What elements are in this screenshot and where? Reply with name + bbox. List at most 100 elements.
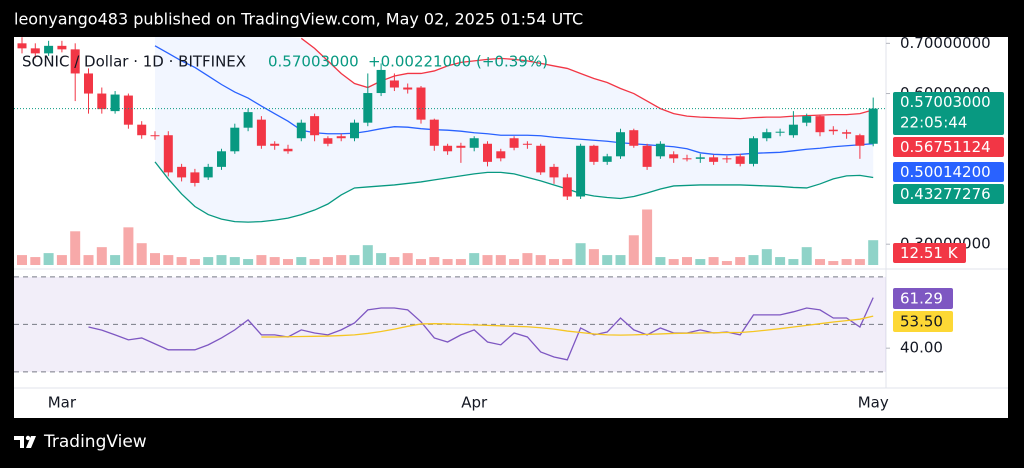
candle-body — [562, 177, 572, 197]
candle-body — [363, 93, 373, 123]
volume-bar — [136, 243, 147, 265]
candle-body — [868, 108, 878, 144]
rsi-tick-label: 40.00 — [900, 339, 943, 357]
volume-bar — [535, 255, 546, 265]
volume-bar — [229, 257, 240, 265]
volume-bar — [389, 257, 400, 265]
candle-body — [749, 138, 758, 164]
volume-bar — [30, 257, 41, 265]
overlay: 0.700000000.600000000.300000000.57003000… — [48, 34, 1004, 412]
candle-body — [802, 116, 812, 123]
volume-bar — [216, 255, 227, 265]
candle-body — [549, 166, 559, 178]
price-badge-label: 0.57003000 — [900, 93, 991, 111]
volume-bar — [203, 257, 214, 265]
chart-panel — [14, 37, 1008, 418]
rsi-ma-line — [261, 315, 874, 338]
band-line — [154, 161, 874, 223]
volume-bar — [708, 257, 719, 265]
y-tick-label: 0.70000000 — [900, 34, 991, 52]
candle-body — [496, 151, 506, 159]
candle-body — [190, 172, 200, 183]
volume-bar — [628, 235, 639, 265]
candle-body — [97, 93, 107, 110]
candle-body — [788, 124, 798, 136]
rsi-badge-label: 53.50 — [900, 313, 943, 331]
volume-bar — [841, 259, 852, 265]
volume-bar — [721, 261, 732, 265]
candle-body — [522, 143, 532, 145]
x-tick-label: Apr — [461, 394, 488, 412]
price-badge — [893, 162, 1004, 182]
volume-bar — [562, 259, 573, 265]
volume-bar — [868, 240, 879, 265]
candle-body — [57, 45, 67, 50]
volume-bar — [854, 259, 865, 265]
candle-body — [137, 124, 147, 136]
price-badge — [893, 184, 1004, 204]
volume-bar — [828, 261, 839, 265]
candle-body — [296, 122, 306, 139]
brand: TradingView — [43, 432, 147, 452]
candle-body — [110, 94, 120, 112]
candle-body — [163, 135, 173, 173]
candle-body — [695, 157, 705, 159]
candle-body — [682, 158, 692, 160]
candle-body — [230, 127, 240, 152]
volume-bar — [801, 247, 812, 265]
candle-body — [310, 116, 320, 136]
candle-body — [429, 119, 439, 146]
volume-bar — [575, 243, 586, 265]
volume-bar — [283, 259, 293, 265]
volume-bar — [761, 249, 772, 265]
candle-body — [123, 95, 133, 125]
volume-bar — [376, 253, 387, 265]
volume-bar — [83, 255, 94, 265]
volume-bar — [775, 257, 786, 265]
candle-body — [735, 156, 745, 164]
candle-body — [336, 136, 346, 139]
candle-body — [469, 138, 479, 148]
volume-bar — [509, 259, 520, 265]
candle-body — [815, 116, 825, 133]
volume-bar — [110, 255, 121, 265]
volume-bar — [349, 255, 360, 265]
x-tick-label: May — [858, 394, 889, 412]
price-badge-label: 0.50014200 — [900, 163, 991, 181]
candle-body — [762, 132, 772, 139]
volume-bar — [362, 245, 373, 265]
candle-body — [589, 145, 599, 162]
candle-body — [283, 148, 293, 152]
volume-bar — [336, 255, 347, 265]
volume-bar — [549, 259, 559, 265]
candle-body — [576, 145, 586, 197]
candle-body — [217, 151, 226, 167]
volume-bar — [735, 257, 746, 265]
volume-bar — [243, 259, 254, 265]
volume-badge-label: 12.51 K — [900, 244, 959, 262]
candle-body — [456, 145, 466, 148]
volume-bar — [522, 253, 533, 265]
candle-body — [17, 43, 27, 49]
price-badge-label: 0.43277276 — [900, 185, 991, 203]
candle-body — [629, 130, 639, 146]
volume-bar — [309, 259, 320, 265]
candle-body — [842, 132, 852, 134]
band-line — [300, 37, 874, 120]
volume-bar — [416, 259, 426, 265]
candle-body — [722, 158, 732, 160]
volume-bar — [269, 257, 280, 265]
volume-bar — [43, 253, 54, 265]
candle-body — [855, 135, 865, 146]
candle-body — [483, 143, 492, 162]
candle-body — [177, 166, 187, 178]
candle-body — [256, 119, 266, 146]
volume-bar — [602, 255, 613, 265]
price-badge — [893, 92, 1004, 135]
x-tick-label: Mar — [48, 394, 77, 412]
candle-body — [243, 112, 253, 128]
volume-bar — [495, 255, 506, 265]
volume-bar — [615, 255, 626, 265]
